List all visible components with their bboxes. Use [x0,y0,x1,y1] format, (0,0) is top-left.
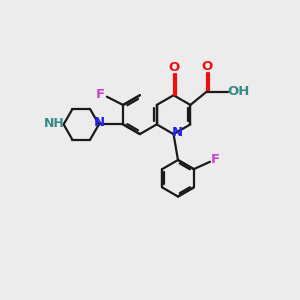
Text: O: O [201,60,212,73]
Text: N: N [172,126,183,140]
Text: F: F [211,153,220,166]
Text: O: O [168,61,179,74]
Text: F: F [96,88,105,101]
Text: N: N [94,116,105,128]
Text: OH: OH [227,85,249,98]
Text: NH: NH [44,117,64,130]
